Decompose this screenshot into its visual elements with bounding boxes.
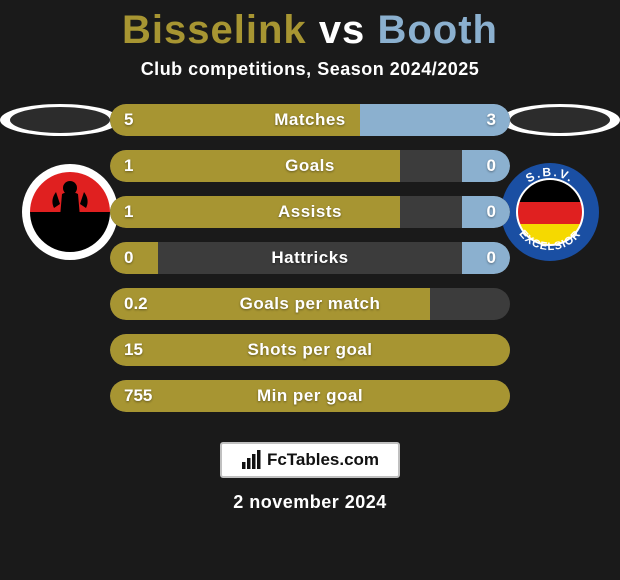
stat-label: Assists	[110, 196, 510, 228]
stat-value-left: 5	[124, 104, 133, 136]
player-right-avatar	[500, 104, 620, 136]
stat-value-left: 0	[124, 242, 133, 274]
stat-value-right: 0	[487, 150, 496, 182]
stat-row: Hattricks0 0	[110, 242, 510, 274]
stat-value-left: 755	[124, 380, 152, 412]
footer-date: 2 november 2024	[0, 492, 620, 513]
stat-label: Goals per match	[110, 288, 510, 320]
stat-value-right: 0	[487, 196, 496, 228]
title-right: Booth	[377, 8, 498, 52]
title-left: Bisselink	[122, 8, 307, 52]
stat-value-left: 1	[124, 196, 133, 228]
stat-label: Min per goal	[110, 380, 510, 412]
title-vs: vs	[319, 8, 366, 52]
stat-value-right: 0	[487, 242, 496, 274]
stat-label: Hattricks	[110, 242, 510, 274]
player-left-avatar	[0, 104, 120, 136]
stat-value-left: 1	[124, 150, 133, 182]
stat-label: Matches	[110, 104, 510, 136]
stat-row: Goals1 0	[110, 150, 510, 182]
stat-row: Min per goal755	[110, 380, 510, 412]
stat-bars: Matches53Goals10Assists10Hattricks00Goal…	[110, 104, 510, 426]
subtitle: Club competitions, Season 2024/2025	[0, 59, 620, 80]
club-badge-right: S.B.V. EXCELSIOR	[500, 162, 600, 262]
stat-value-right: 3	[487, 104, 496, 136]
comparison-panel: S.B.V. EXCELSIOR Matches53Goals10Assists…	[0, 104, 620, 424]
stat-label: Goals	[110, 150, 510, 182]
brand-text: FcTables.com	[267, 450, 379, 470]
bar-chart-icon	[241, 450, 261, 470]
brand-badge: FcTables.com	[220, 442, 400, 478]
page-title: Bisselink vs Booth	[0, 0, 620, 53]
stat-row: Matches5 3	[110, 104, 510, 136]
club-badge-left	[20, 162, 120, 262]
stat-row: Shots per goal15	[110, 334, 510, 366]
stat-value-left: 15	[124, 334, 143, 366]
stat-row: Goals per match0.2	[110, 288, 510, 320]
stat-row: Assists1 0	[110, 196, 510, 228]
stat-value-left: 0.2	[124, 288, 148, 320]
stat-label: Shots per goal	[110, 334, 510, 366]
